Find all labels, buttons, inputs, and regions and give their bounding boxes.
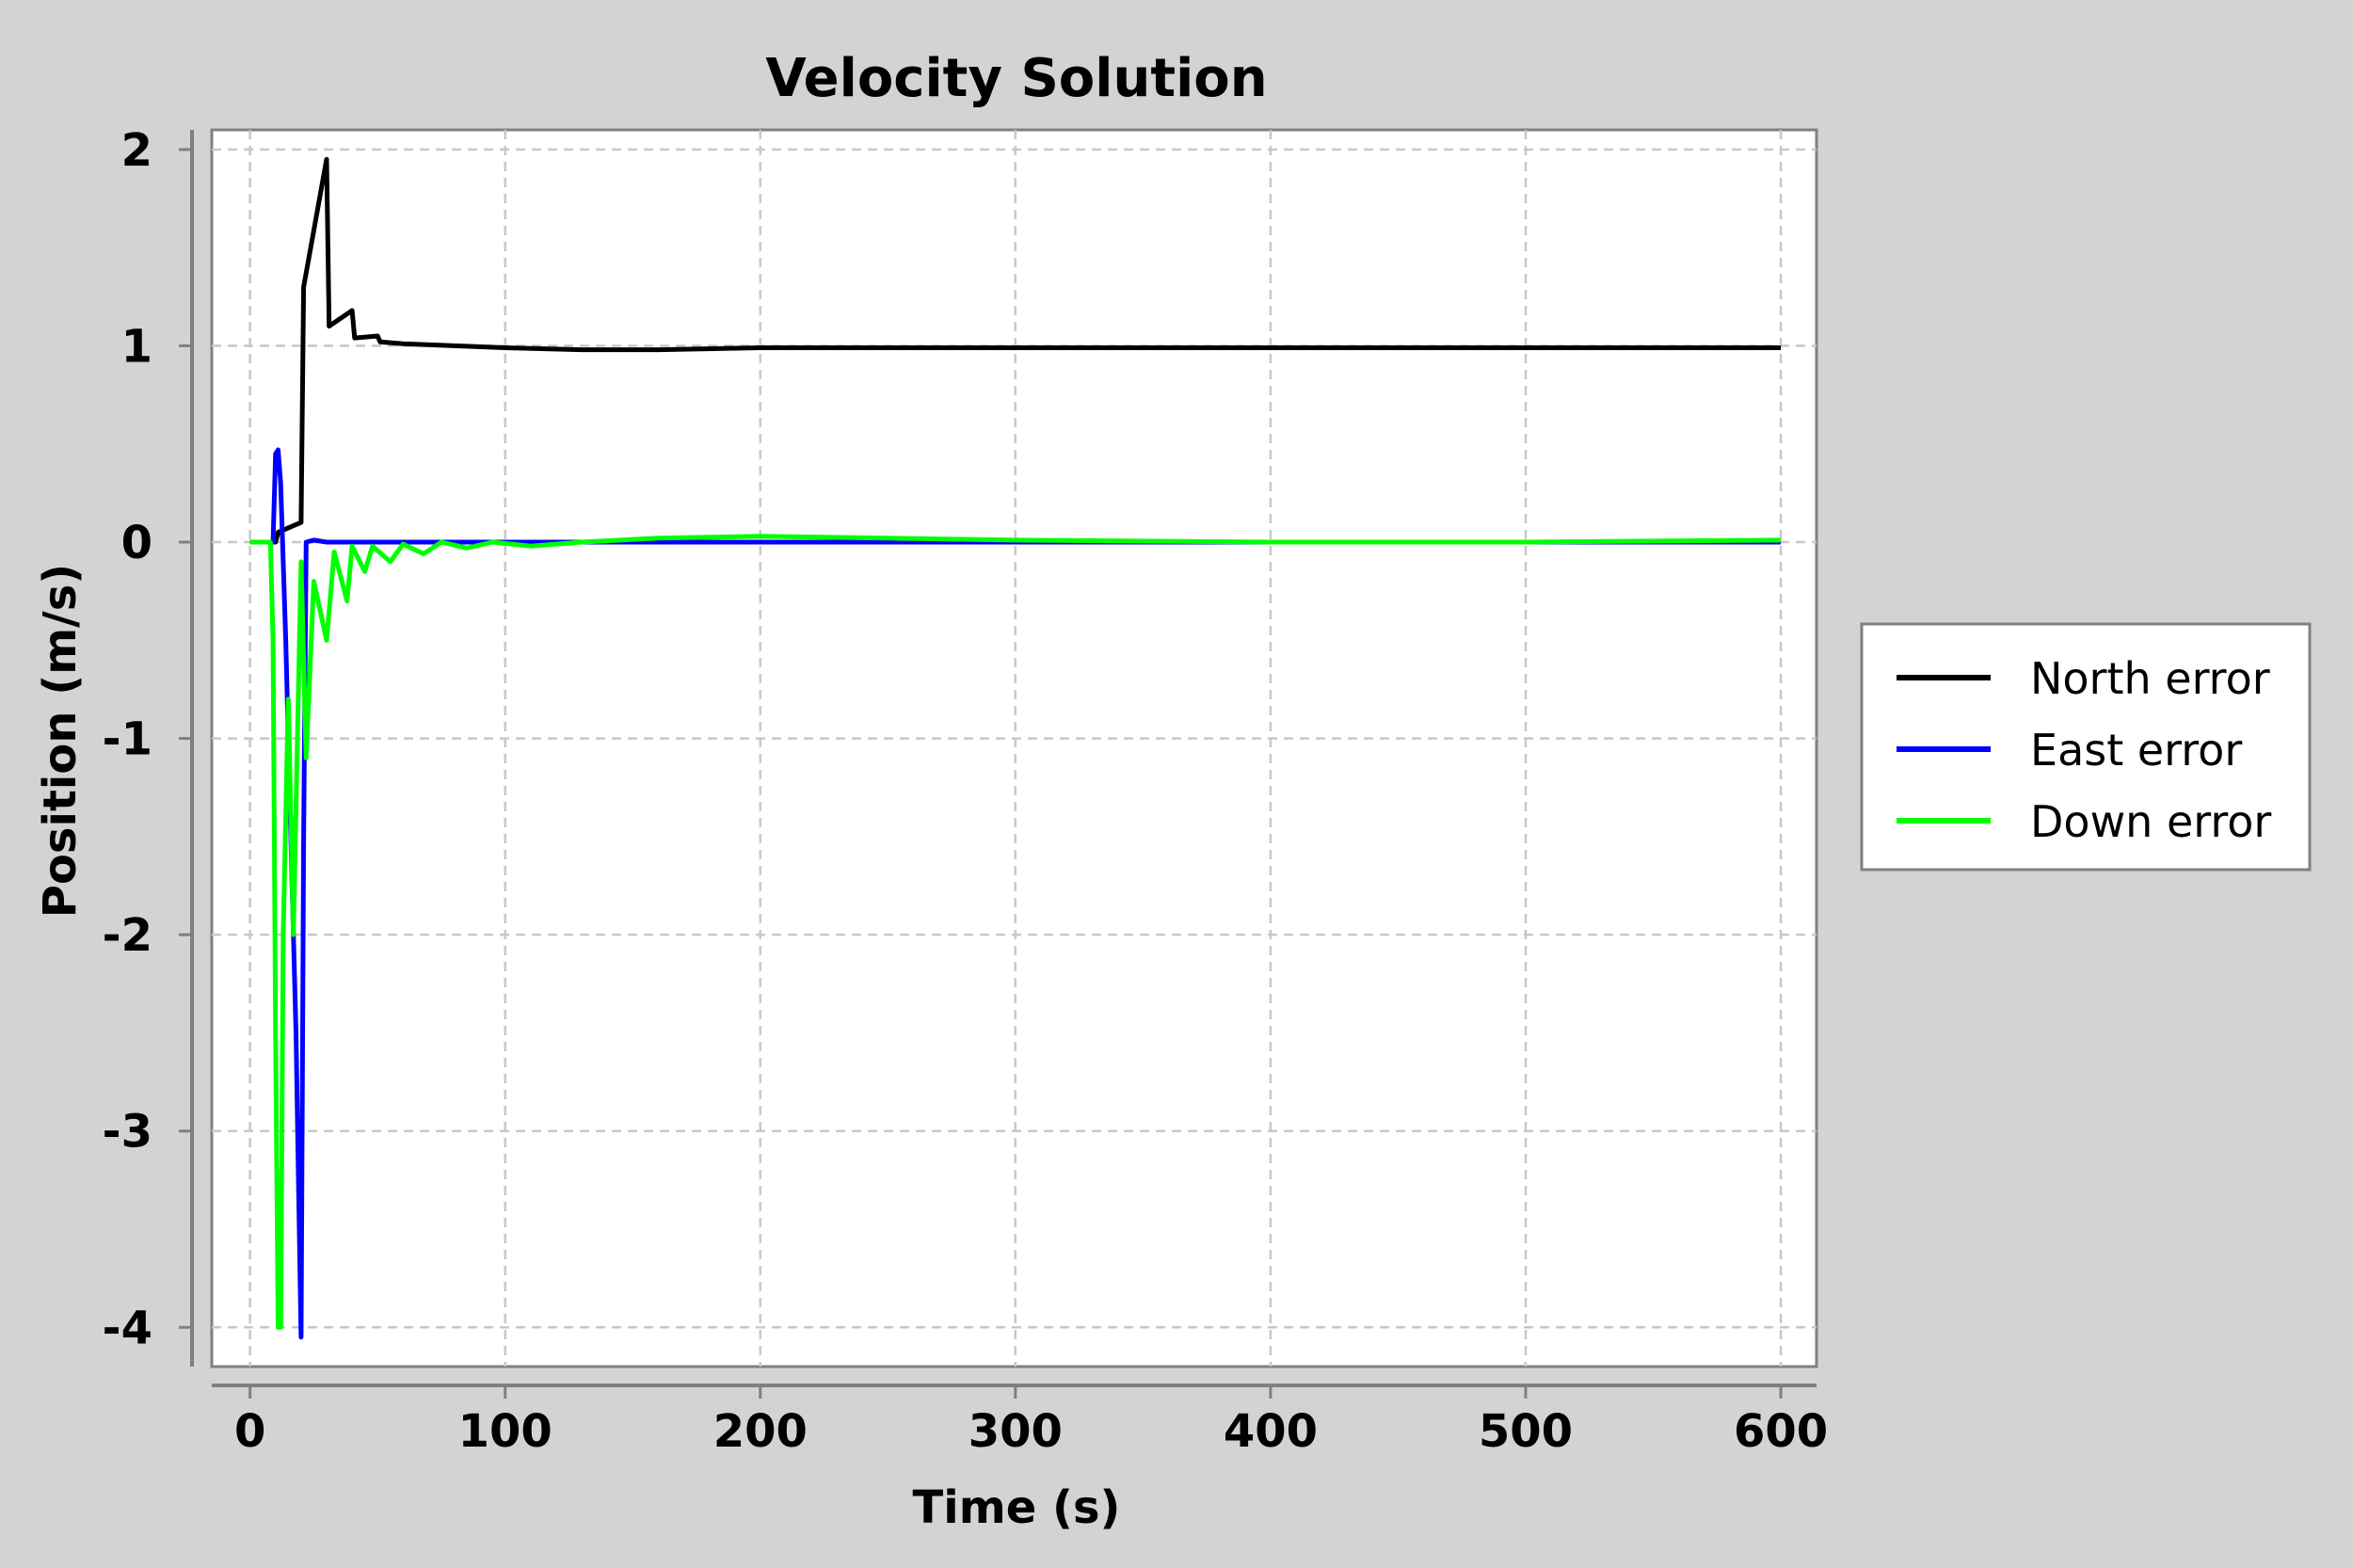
y-tick-label: 1: [121, 320, 152, 373]
y-tick-label: 0: [121, 517, 152, 569]
y-tick-label: -3: [103, 1106, 152, 1159]
x-tick-label: 0: [234, 1405, 265, 1458]
chart-title: Velocity Solution: [765, 48, 1267, 109]
y-tick-label: 2: [121, 124, 152, 177]
x-tick-label: 500: [1479, 1405, 1573, 1458]
plot-area: [210, 128, 1818, 1368]
legend-label-north-error: North error: [2030, 653, 2270, 704]
y-tick-label: -2: [103, 909, 152, 962]
series-line-down-error: [249, 534, 1782, 1330]
x-tick-label: 400: [1224, 1405, 1318, 1458]
x-axis-label: Time (s): [913, 1481, 1121, 1534]
x-tick-label: 300: [968, 1405, 1063, 1458]
series-lines: [249, 156, 1782, 1340]
series-line-north-error: [249, 156, 1782, 545]
legend-label-east-error: East error: [2030, 725, 2242, 776]
y-axis-ticks: 2 1 0 -1 -2 -3 -4: [103, 124, 192, 1354]
y-axis-label: Position (m/s): [34, 564, 87, 918]
y-tick-label: -1: [103, 713, 152, 766]
legend-label-down-error: Down error: [2030, 796, 2271, 847]
x-tick-label: 200: [713, 1405, 808, 1458]
x-axis-ticks: 0 100 200 300 400 500 600: [234, 1385, 1828, 1458]
x-tick-label: 600: [1734, 1405, 1828, 1458]
legend: North error East error Down error: [1860, 622, 2312, 872]
x-tick-label: 100: [458, 1405, 552, 1458]
y-tick-label: -4: [103, 1302, 152, 1354]
